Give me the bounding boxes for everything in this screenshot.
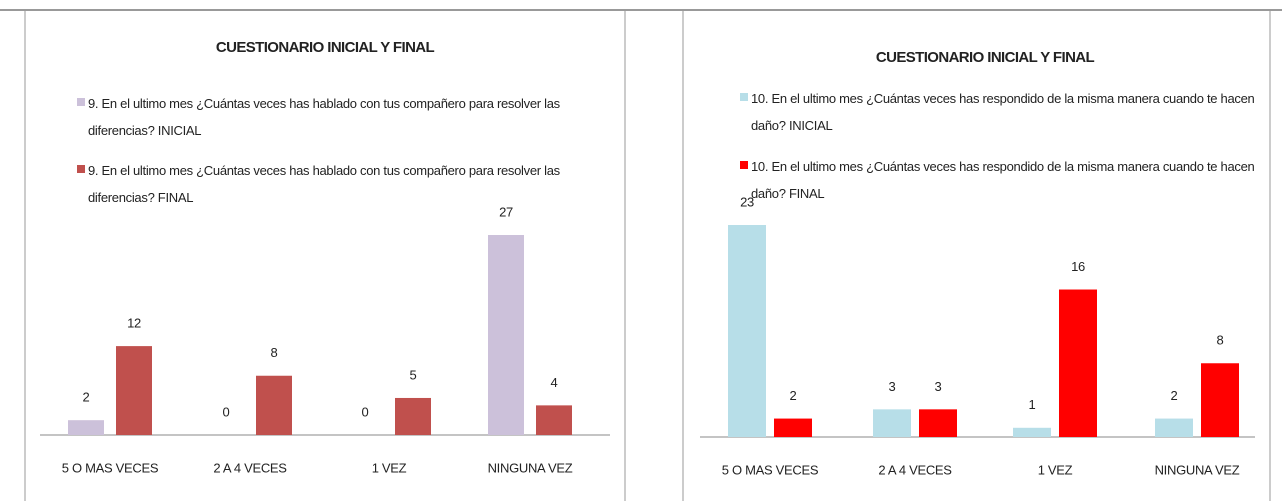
legend-label: 10. En el ultimo mes ¿Cuántas veces has … [751, 159, 1255, 201]
data-label: 12 [127, 316, 141, 331]
legend-item: 10. En el ultimo mes ¿Cuántas veces has … [751, 91, 1255, 133]
data-label: 2 [83, 390, 90, 405]
data-label: 2 [1171, 388, 1178, 403]
data-label: 3 [889, 379, 896, 394]
legend-swatch [740, 93, 748, 101]
bar [1059, 289, 1097, 437]
bar [488, 235, 524, 435]
legend-label: 9. En el ultimo mes ¿Cuántas veces has h… [88, 96, 560, 138]
bar [728, 225, 766, 437]
legend-swatch [77, 98, 85, 106]
data-label: 27 [499, 204, 513, 219]
data-label: 4 [551, 375, 558, 390]
bar [1013, 427, 1051, 437]
data-label: 8 [271, 345, 278, 360]
data-label: 23 [740, 194, 754, 209]
legend-swatch [77, 165, 85, 173]
data-label: 8 [1217, 333, 1224, 348]
bar [1155, 418, 1193, 437]
bar [116, 346, 152, 435]
legend-item: 9. En el ultimo mes ¿Cuántas veces has h… [88, 163, 560, 205]
legend-item: 9. En el ultimo mes ¿Cuántas veces has h… [88, 96, 560, 138]
bar [68, 420, 104, 435]
bar [919, 409, 957, 437]
data-label: 1 [1029, 397, 1036, 412]
bar [256, 375, 292, 435]
data-label: 0 [362, 404, 369, 419]
data-label: 2 [790, 388, 797, 403]
x-tick-label: 2 A 4 VECES [878, 462, 952, 477]
bar [536, 405, 572, 435]
bar [1201, 363, 1239, 437]
chart-title: CUESTIONARIO INICIAL Y FINAL [876, 49, 1095, 66]
x-tick-label: 1 VEZ [372, 460, 407, 475]
data-label: 16 [1071, 259, 1085, 274]
bar [873, 409, 911, 437]
legend-item: 10. En el ultimo mes ¿Cuántas veces has … [751, 159, 1255, 201]
data-label: 5 [410, 367, 417, 382]
x-tick-label: 1 VEZ [1038, 462, 1073, 477]
x-tick-label: NINGUNA VEZ [488, 460, 573, 475]
x-tick-label: 2 A 4 VECES [213, 460, 287, 475]
x-tick-label: 5 O MAS VECES [722, 462, 819, 477]
data-label: 0 [223, 404, 230, 419]
bar [395, 397, 431, 435]
chart-title: CUESTIONARIO INICIAL Y FINAL [216, 39, 435, 56]
legend-label: 10. En el ultimo mes ¿Cuántas veces has … [751, 91, 1255, 133]
legend-label: 9. En el ultimo mes ¿Cuántas veces has h… [88, 163, 560, 205]
x-tick-label: NINGUNA VEZ [1155, 462, 1240, 477]
data-label: 3 [935, 379, 942, 394]
legend-swatch [740, 161, 748, 169]
x-tick-label: 5 O MAS VECES [62, 460, 159, 475]
bar [774, 418, 812, 437]
